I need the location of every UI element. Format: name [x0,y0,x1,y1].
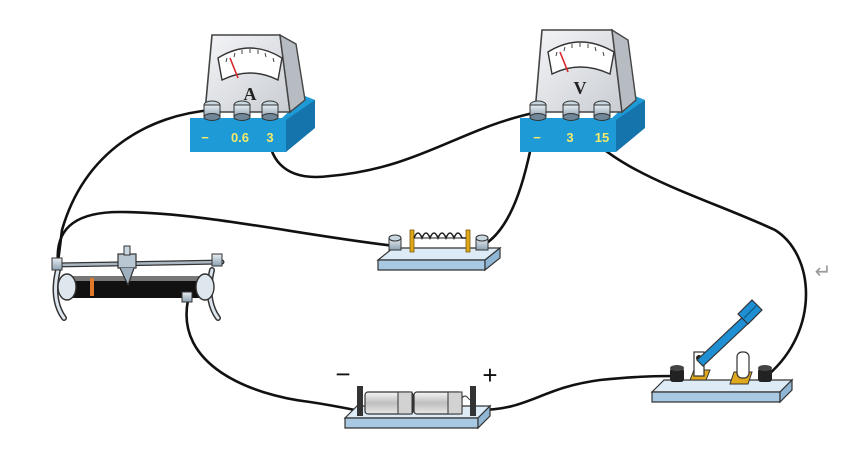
ammeter-letter: A [244,84,257,104]
ammeter-terminals[interactable] [203,100,279,121]
wire-ammeter-3-to-voltmeter-neg [267,110,540,179]
battery-positive-sign: + [482,360,497,390]
battery-cell-right [413,391,463,415]
wire-battery-to-switch [476,374,680,412]
coil-board [376,229,502,272]
wire-ammeter-neg-to-rheostat [56,108,214,264]
ammeter-terminal-neg-label: − [201,130,209,145]
switch-terminal-right[interactable] [758,365,772,382]
wires [56,108,808,412]
wire-rheostat-to-battery [185,298,357,412]
rheostat [51,245,225,321]
ammeter: A − 0.6 3 [190,33,315,152]
return-symbol: ↵ [815,259,832,283]
rheostat-terminal-top-left[interactable] [51,257,63,271]
voltmeter-letter: V [574,78,587,98]
ammeter-terminal-0.6-label: 0.6 [231,130,249,145]
switch-terminal-left[interactable] [670,365,684,382]
rheostat-slider[interactable] [117,245,137,287]
battery-cell-left [364,391,414,415]
battery: − + [335,359,498,430]
voltmeter-terminals[interactable] [529,100,611,121]
battery-negative-sign: − [335,359,350,389]
ammeter-terminal-3-label: 3 [266,130,273,145]
coil-terminal-left[interactable] [388,234,402,251]
wire-voltmeter-3-to-switch [569,110,808,377]
wire-rheostat-to-inductor [56,210,397,264]
coil-terminal-right[interactable] [475,234,489,251]
knife-switch [650,299,794,404]
voltmeter: V − 3 15 [520,28,645,152]
voltmeter-terminal-neg-label: − [533,130,541,145]
voltmeter-terminal-15-label: 15 [595,130,609,145]
voltmeter-terminal-3-label: 3 [566,130,573,145]
rheostat-terminal-bottom-right[interactable] [181,291,193,303]
rheostat-terminal-top-right[interactable] [211,253,223,267]
switch-blade-handle[interactable] [696,299,763,367]
